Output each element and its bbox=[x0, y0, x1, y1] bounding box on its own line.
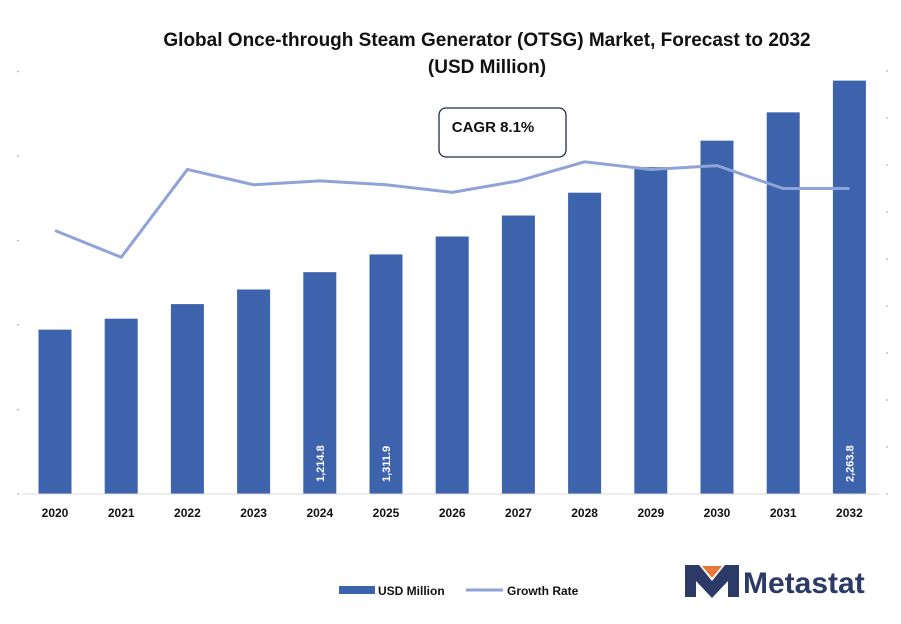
bar-2023 bbox=[237, 289, 271, 494]
x-tick-label-2028: 2028 bbox=[571, 506, 598, 520]
cagr-text: CAGR 8.1% bbox=[452, 119, 535, 136]
bar-data-label-2032: 2,263.8 bbox=[844, 445, 856, 482]
right-axis-tick bbox=[886, 446, 888, 448]
bar-2027 bbox=[501, 215, 535, 495]
bar-data-label-2024: 1,214.8 bbox=[315, 445, 327, 482]
growth-rate-line bbox=[54, 160, 850, 259]
legend: USD Million Growth Rate bbox=[339, 584, 579, 598]
left-axis-tick bbox=[17, 239, 19, 242]
x-tick-label-2022: 2022 bbox=[174, 506, 201, 520]
chart-subtitle: (USD Million) bbox=[428, 57, 546, 78]
bar-2021 bbox=[104, 318, 138, 494]
right-axis bbox=[886, 70, 888, 495]
x-tick-label-2021: 2021 bbox=[108, 506, 135, 520]
right-axis-tick bbox=[886, 258, 888, 260]
growth-rate-series bbox=[54, 160, 850, 259]
right-axis-tick bbox=[886, 117, 888, 119]
bar-2030 bbox=[700, 140, 734, 495]
right-axis-tick bbox=[886, 211, 888, 213]
left-axis-tick bbox=[17, 155, 19, 157]
bar-series bbox=[38, 80, 866, 495]
bar-2031 bbox=[766, 112, 800, 494]
brand-logo: Metastat bbox=[685, 565, 865, 600]
x-tick-label-2031: 2031 bbox=[770, 506, 797, 520]
cagr-box bbox=[438, 107, 567, 158]
bar-2025 bbox=[369, 254, 403, 494]
bar-2022 bbox=[170, 304, 204, 494]
right-axis-tick bbox=[886, 352, 888, 354]
chart-title: Global Once-through Steam Generator (OTS… bbox=[163, 30, 810, 51]
left-axis-tick bbox=[17, 408, 19, 411]
legend-label-growth-rate: Growth Rate bbox=[507, 584, 579, 598]
x-tick-label-2020: 2020 bbox=[42, 506, 69, 520]
left-axis bbox=[17, 70, 19, 495]
legend-swatch-usd-million bbox=[339, 586, 375, 594]
right-axis-tick bbox=[886, 70, 888, 72]
left-axis-tick bbox=[17, 493, 19, 495]
left-axis-tick bbox=[17, 324, 19, 326]
bar-data-label-2025: 1,311.9 bbox=[381, 446, 393, 482]
x-tick-label-2026: 2026 bbox=[439, 506, 466, 520]
right-axis-tick bbox=[886, 493, 888, 495]
bar-data-labels: 1,214.8 1,311.9 2,263.8 bbox=[315, 445, 857, 482]
metastat-m-logo-icon bbox=[685, 565, 739, 598]
bar-2032 bbox=[832, 80, 866, 494]
x-tick-labels: 2020 2021 2022 2023 2024 2025 2026 2027 2028 2029… bbox=[42, 506, 863, 520]
x-tick-label-2023: 2023 bbox=[240, 506, 267, 520]
legend-label-usd-million: USD Million bbox=[378, 584, 445, 598]
x-tick-label-2032: 2032 bbox=[836, 506, 863, 520]
x-tick-label-2030: 2030 bbox=[704, 506, 731, 520]
bar-2029 bbox=[634, 167, 668, 494]
bar-2024 bbox=[303, 272, 337, 494]
left-axis-tick bbox=[17, 70, 19, 73]
x-tick-label-2024: 2024 bbox=[306, 506, 333, 520]
cagr-callout: CAGR 8.1% bbox=[438, 107, 567, 158]
right-axis-tick bbox=[886, 164, 888, 166]
bar-2028 bbox=[568, 192, 602, 494]
bar-2020 bbox=[38, 329, 72, 494]
x-tick-label-2025: 2025 bbox=[373, 506, 400, 520]
x-tick-label-2029: 2029 bbox=[637, 506, 664, 520]
x-tick-label-2027: 2027 bbox=[505, 506, 532, 520]
bar-2026 bbox=[435, 236, 469, 495]
right-axis-tick bbox=[886, 305, 888, 307]
right-axis-tick bbox=[886, 399, 888, 401]
brand-name: Metastat bbox=[743, 567, 865, 600]
